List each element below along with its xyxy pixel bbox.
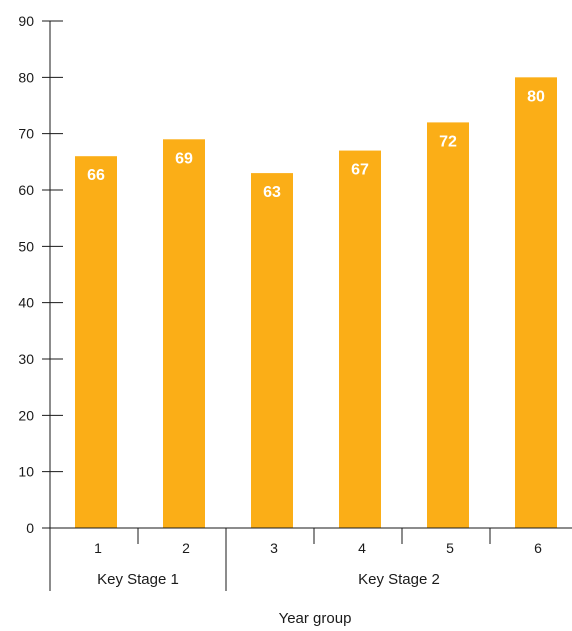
y-tick-label: 30	[18, 351, 34, 367]
x-axis: 1 2 3 4 5 6 Key Stage 1 Key Stage 2	[49, 527, 572, 591]
data-label: 66	[87, 167, 105, 184]
bar	[339, 150, 381, 529]
y-tick-label: 40	[18, 295, 34, 311]
x-tick-label: 4	[358, 540, 366, 556]
x-tick-label: 2	[182, 540, 190, 556]
y-tick-label: 10	[18, 464, 34, 480]
y-tick-label: 50	[18, 238, 34, 254]
x-tick-label: 1	[94, 540, 102, 556]
y-tick-label: 0	[26, 520, 34, 536]
bar	[251, 173, 293, 528]
bar	[515, 77, 557, 528]
bars: 66 69 63 67 72 80	[75, 77, 557, 529]
x-tick-label: 3	[270, 540, 278, 556]
y-tick-label: 70	[18, 126, 34, 142]
y-tick-label: 90	[18, 13, 34, 29]
data-label: 69	[175, 150, 193, 167]
data-label: 63	[263, 184, 281, 201]
bar	[163, 139, 205, 529]
y-tick-label: 20	[18, 407, 34, 423]
x-axis-title: Year group	[279, 610, 352, 626]
data-label: 80	[527, 88, 545, 105]
y-tick-label: 60	[18, 182, 34, 198]
x-tick-label: 5	[446, 540, 454, 556]
x-tick-label: 6	[534, 540, 542, 556]
y-tick-label: 80	[18, 69, 34, 85]
data-label: 72	[439, 133, 457, 150]
bar	[427, 122, 469, 529]
x-group-label: Key Stage 2	[358, 571, 440, 588]
bar	[75, 156, 117, 528]
y-axis: 0 10 20 30 40 50 60 70 80 90	[18, 13, 63, 536]
data-label: 67	[351, 162, 369, 179]
x-group-label: Key Stage 1	[97, 571, 179, 588]
